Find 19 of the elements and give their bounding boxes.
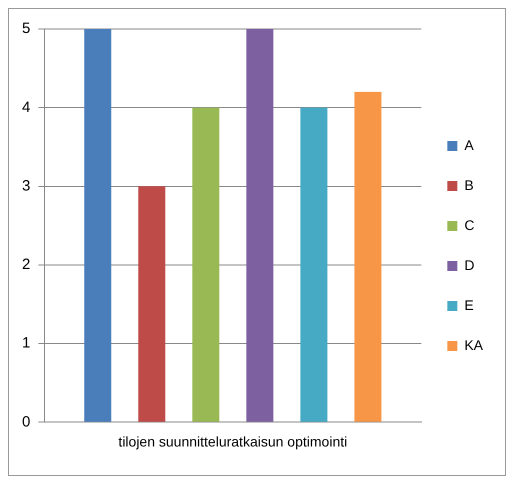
bar [138,186,166,422]
y-tick-label: 5 [22,20,30,38]
y-tick-label: 1 [22,334,30,352]
bar [84,29,112,422]
legend-label: A [464,136,474,153]
legend-label: D [464,256,474,273]
bar [192,108,220,422]
bar [354,92,382,422]
y-tick-label: 2 [22,256,30,274]
x-tick-label: tilojen suunnitteluratkaisun optimointi [118,433,348,450]
bar [246,29,274,422]
bar [300,108,328,422]
legend-label: E [464,296,474,313]
legend-label: C [464,216,474,233]
y-tick-label: 0 [22,413,30,430]
y-tick-label: 3 [22,177,30,194]
y-tick-label: 4 [22,98,30,116]
legend-label: KA [464,336,484,353]
legend-label: B [464,176,474,193]
